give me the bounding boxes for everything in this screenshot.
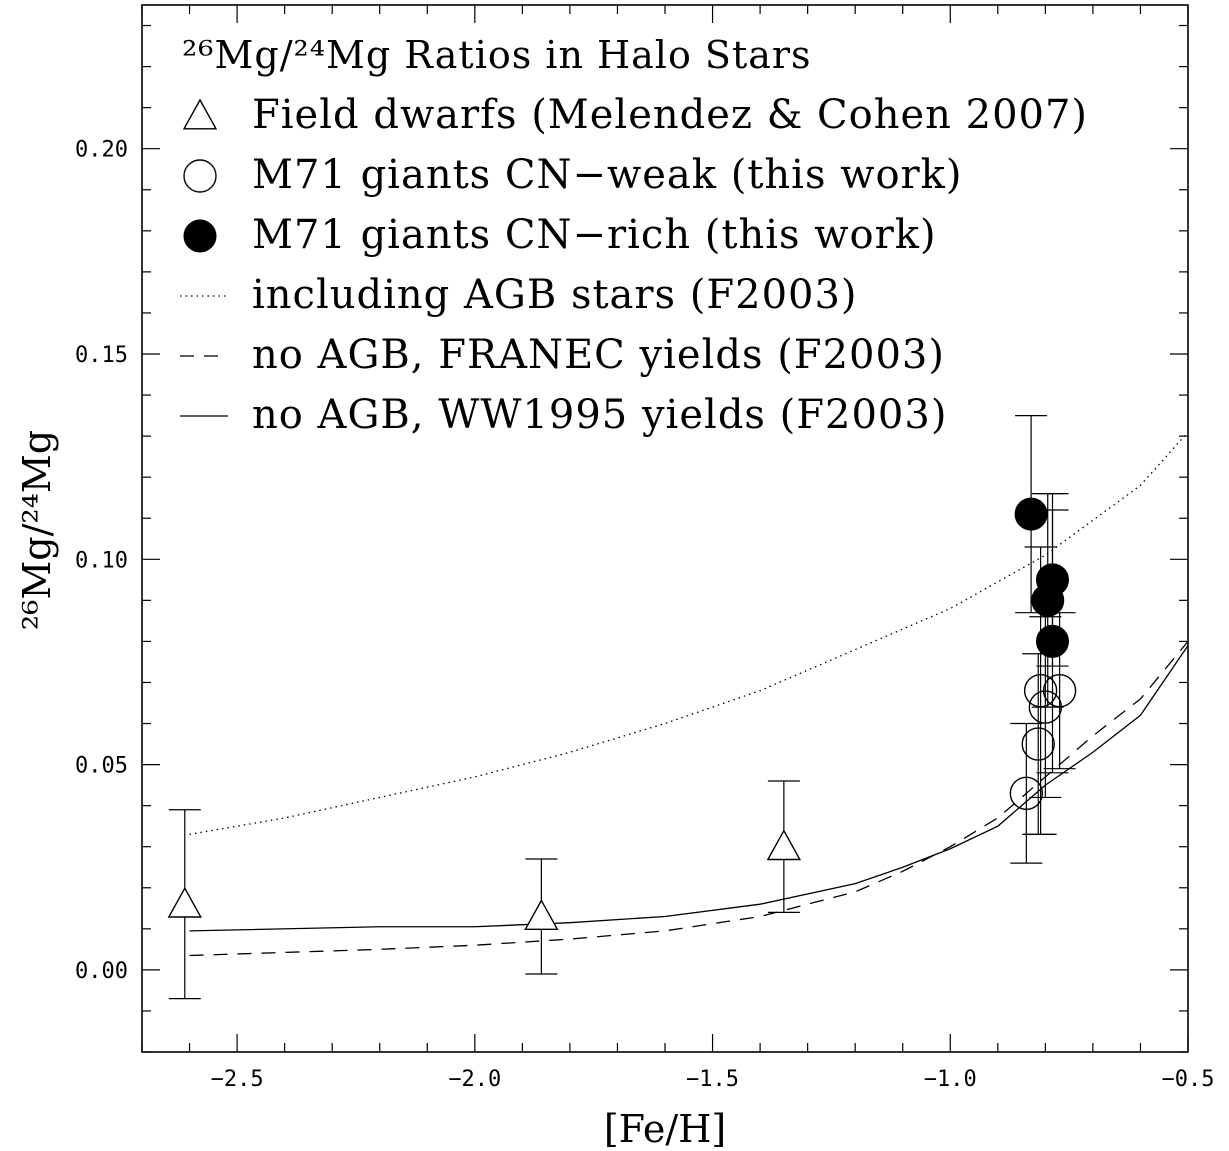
- x-tick-label: −1.5: [686, 1067, 739, 1092]
- legend-label: no AGB, FRANEC yields (F2003): [252, 332, 945, 378]
- data-point-filled-circle: [1035, 624, 1069, 658]
- y-tick-label: 0.10: [75, 548, 128, 573]
- x-axis-label: [Fe/H]: [604, 1107, 726, 1151]
- y-tick-label: 0.15: [75, 343, 128, 368]
- data-point-filled-circle: [1035, 563, 1069, 597]
- data-point-open-triangle: [766, 829, 802, 861]
- y-tick-label: 0.20: [75, 138, 128, 163]
- legend-symbol-open-circle: [183, 159, 217, 193]
- x-tick-label: −0.5: [1162, 1067, 1215, 1092]
- x-tick-label: −2.0: [448, 1067, 501, 1092]
- legend-symbol-filled-circle: [183, 219, 217, 253]
- x-tick-label: −2.5: [211, 1067, 264, 1092]
- curve-dotted: [189, 431, 1189, 836]
- y-tick-label: 0.00: [75, 959, 128, 984]
- legend-label: M71 giants CN−rich (this work): [252, 212, 937, 258]
- data-point-open-circle: [1021, 727, 1055, 761]
- curve-solid: [189, 645, 1189, 932]
- legend-symbol-open-triangle: [182, 98, 218, 130]
- data-point-open-circle: [1009, 776, 1044, 811]
- data-point-open-triangle: [167, 886, 202, 918]
- data-point-open-circle: [1042, 673, 1077, 708]
- y-tick-label: 0.05: [75, 754, 128, 779]
- legend-label: M71 giants CN−weak (this work): [252, 152, 963, 198]
- data-point-open-triangle: [524, 899, 559, 931]
- data-point-filled-circle: [1014, 497, 1048, 531]
- curve-dashed: [189, 640, 1189, 957]
- legend-label: Field dwarfs (Melendez & Cohen 2007): [252, 92, 1088, 138]
- legend-label: including AGB stars (F2003): [252, 272, 858, 318]
- y-axis-label: ²⁶Mg/²⁴Mg: [15, 430, 59, 630]
- chart-title: ²⁶Mg/²⁴Mg Ratios in Halo Stars: [182, 33, 812, 77]
- x-tick-label: −1.0: [924, 1067, 977, 1092]
- legend-label: no AGB, WW1995 yields (F2003): [252, 392, 947, 438]
- data-point-open-circle: [1023, 673, 1058, 708]
